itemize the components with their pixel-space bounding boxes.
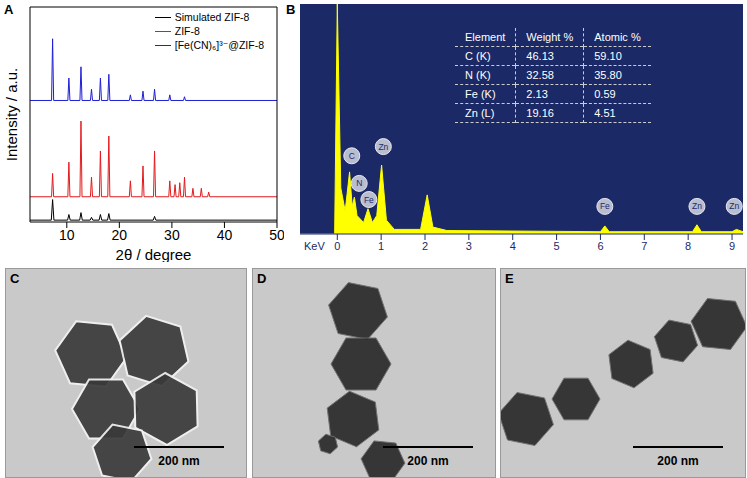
svg-text:3: 3 xyxy=(466,240,472,252)
html-text:N (K): N (K) xyxy=(465,69,491,81)
html-text:46.13: 46.13 xyxy=(526,50,554,62)
html-text:2.13: 2.13 xyxy=(526,88,548,100)
svg-text:4: 4 xyxy=(510,240,516,252)
svg-text:2θ / degree: 2θ / degree xyxy=(116,246,192,262)
html-text:35.80: 35.80 xyxy=(594,69,622,81)
svg-text:20: 20 xyxy=(112,227,128,243)
svg-text:7: 7 xyxy=(641,240,647,252)
html-text:Fe (K): Fe (K) xyxy=(465,88,496,100)
html-text:D: D xyxy=(257,271,267,286)
html-text:4.51: 4.51 xyxy=(594,107,616,119)
html-text:ZIF-8: ZIF-8 xyxy=(174,25,200,37)
html-text:Simulated ZIF-8: Simulated ZIF-8 xyxy=(174,11,250,23)
svg-text:0: 0 xyxy=(334,240,340,252)
svg-text:Intensity / a.u.: Intensity / a.u. xyxy=(3,68,20,161)
svg-text:40: 40 xyxy=(217,227,233,243)
html-text:C (K): C (K) xyxy=(465,50,491,62)
html-text:59.10: 59.10 xyxy=(594,50,622,62)
svg-text:6: 6 xyxy=(597,240,603,252)
svg-text:50: 50 xyxy=(269,227,284,243)
html-text:Zn (L): Zn (L) xyxy=(465,107,495,119)
html-text:A: A xyxy=(4,2,14,17)
svg-text:200 nm: 200 nm xyxy=(158,454,199,468)
html-text:C: C xyxy=(10,271,20,286)
svg-text:Fe: Fe xyxy=(364,195,374,205)
html-text:B: B xyxy=(286,2,296,17)
svg-text:N: N xyxy=(356,178,362,188)
html-text:Weight %: Weight % xyxy=(526,31,574,43)
html-text:[Fe(CN)₆]³⁻@ZIF-8: [Fe(CN)₆]³⁻@ZIF-8 xyxy=(174,39,264,51)
svg-text:Zn: Zn xyxy=(692,201,702,211)
html-text:E: E xyxy=(505,271,514,286)
html-text:32.58: 32.58 xyxy=(526,69,554,81)
html-text:Element: Element xyxy=(465,31,506,43)
html-text:0.59: 0.59 xyxy=(594,88,616,100)
svg-text:10: 10 xyxy=(59,227,75,243)
svg-text:C: C xyxy=(349,151,355,161)
svg-text:Fe: Fe xyxy=(600,201,610,211)
svg-text:1: 1 xyxy=(378,240,384,252)
svg-text:2: 2 xyxy=(422,240,428,252)
svg-text:8: 8 xyxy=(685,240,691,252)
svg-text:30: 30 xyxy=(164,227,180,243)
svg-text:Zn: Zn xyxy=(729,201,739,211)
html-text:KeV: KeV xyxy=(304,240,325,252)
svg-text:9: 9 xyxy=(729,240,735,252)
html-text:Atomic %: Atomic % xyxy=(594,31,641,43)
svg-text:200 nm: 200 nm xyxy=(407,454,448,468)
html-text:19.16: 19.16 xyxy=(526,107,554,119)
svg-text:200 nm: 200 nm xyxy=(657,454,698,468)
svg-text:Zn: Zn xyxy=(378,142,388,152)
svg-text:5: 5 xyxy=(554,240,560,252)
